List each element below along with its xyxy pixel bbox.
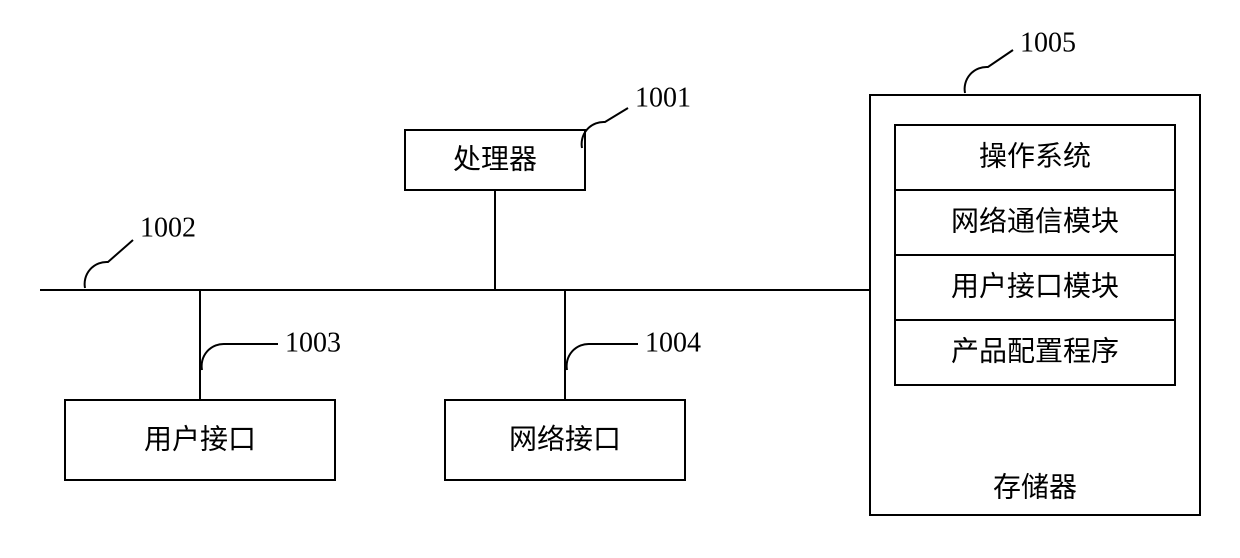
ref-1004-label: 1004 <box>645 327 701 358</box>
user-interface-label: 用户接口 <box>144 423 256 455</box>
ref-1005-leader <box>965 50 1013 93</box>
user-interface-block: 用户接口 1002 1003 <box>65 212 341 480</box>
ref-1003-leader <box>202 344 278 370</box>
ref-1005-label: 1005 <box>1020 27 1076 58</box>
memory-label: 存储器 <box>993 471 1077 503</box>
memory-rows: 操作系统 网络通信模块 用户接口模块 产品配置程序 <box>895 125 1175 385</box>
network-interface-label: 网络接口 <box>509 423 621 455</box>
memory-row-3: 产品配置程序 <box>951 335 1119 367</box>
processor-ref: 1001 <box>635 82 691 113</box>
memory-row-2: 用户接口模块 <box>951 270 1119 302</box>
ref-1002-leader <box>85 240 133 288</box>
memory-block: 存储器 1005 操作系统 网络通信模块 用户接口模块 产品配置程序 <box>870 27 1200 515</box>
ref-1003-label: 1003 <box>285 327 341 358</box>
memory-row-0: 操作系统 <box>979 140 1091 172</box>
ref-1004-leader <box>567 344 638 370</box>
network-interface-block: 网络接口 1004 <box>445 290 701 480</box>
processor-leader <box>582 108 628 148</box>
processor-label: 处理器 <box>453 143 537 175</box>
processor-block: 处理器 1001 <box>405 82 691 290</box>
memory-row-1: 网络通信模块 <box>951 205 1119 237</box>
ref-1002-label: 1002 <box>140 212 196 243</box>
